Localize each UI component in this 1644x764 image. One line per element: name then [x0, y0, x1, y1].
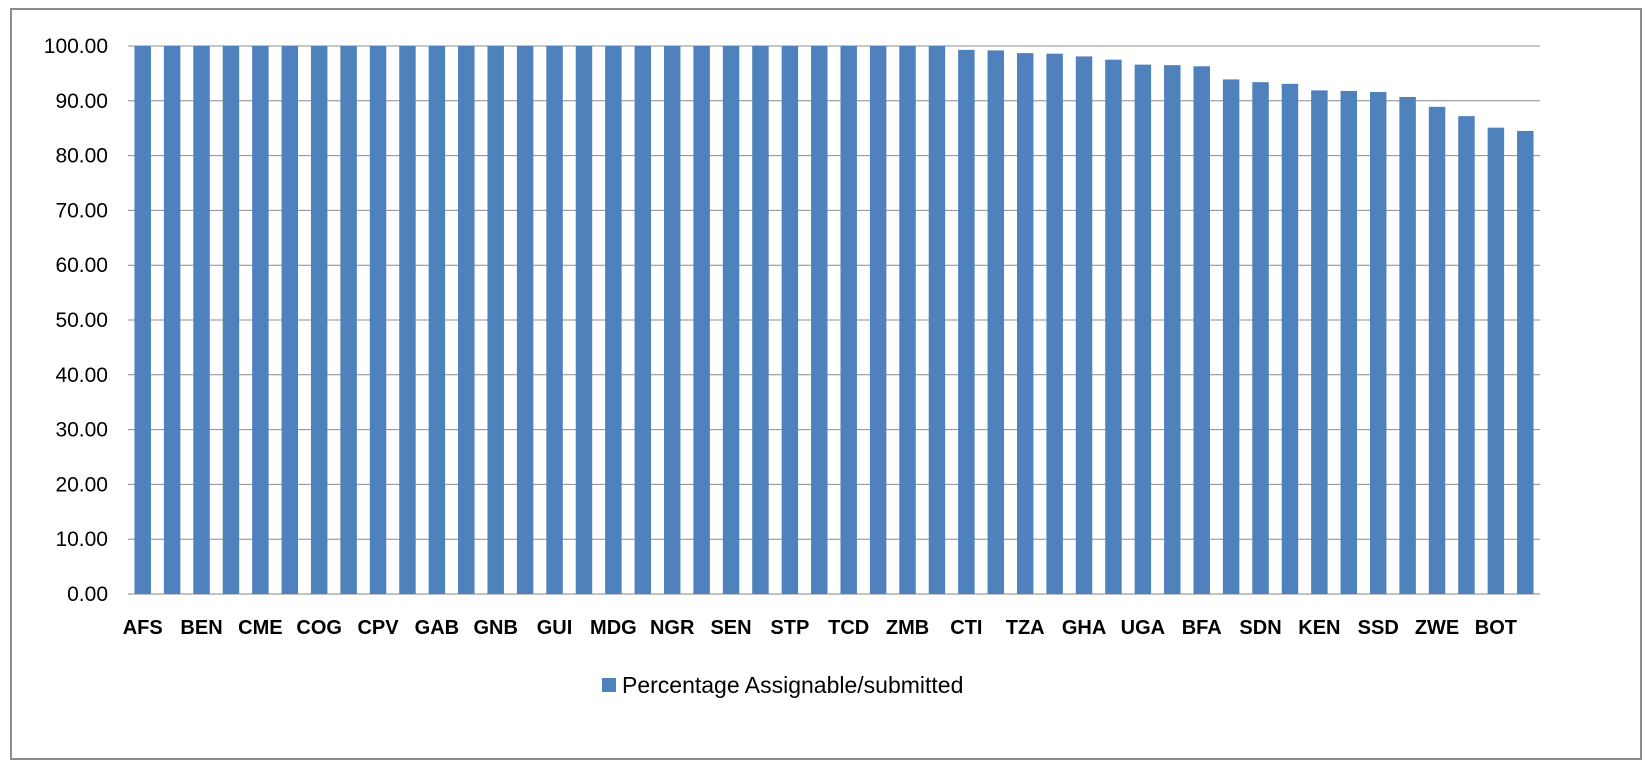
legend-swatch	[602, 678, 616, 692]
bar	[1193, 66, 1210, 594]
bar	[722, 46, 740, 594]
bar-chart: 0.00 10.00 20.00 30.00 40.00 50.00 60.00 70.00 8…	[44, 35, 1540, 698]
x-tick-label: TCD	[828, 617, 869, 639]
x-tick-label: GHA	[1062, 617, 1106, 639]
legend: Percentage Assignable/submitted	[602, 672, 963, 698]
y-tick-label: 70.00	[55, 199, 108, 222]
y-tick-label: 100.00	[44, 35, 108, 58]
bar	[546, 46, 563, 594]
x-tick-label: CPV	[357, 617, 399, 639]
bar	[663, 46, 681, 594]
bar	[134, 46, 151, 594]
x-tick-label: SEN	[710, 617, 751, 639]
y-axis-ticks: 0.00 10.00 20.00 30.00 40.00 50.00 60.00 70.00 8…	[44, 35, 108, 606]
bar	[163, 46, 181, 594]
bar	[781, 46, 799, 594]
bar	[428, 46, 446, 594]
x-tick-label: ZWE	[1415, 617, 1459, 639]
bar	[605, 46, 622, 594]
y-tick-label: 40.00	[55, 364, 108, 387]
x-tick-label: MDG	[590, 617, 637, 639]
bar	[1369, 92, 1387, 595]
bar	[193, 46, 210, 594]
bar	[1016, 53, 1034, 594]
x-tick-label: NGR	[650, 617, 695, 639]
bar	[1458, 116, 1475, 595]
x-tick-label: GNB	[473, 617, 517, 639]
bar	[1164, 65, 1181, 595]
x-tick-label: KEN	[1298, 617, 1340, 639]
x-tick-label: AFS	[123, 617, 163, 639]
x-tick-label: ZMB	[886, 617, 929, 639]
bar	[310, 46, 328, 594]
y-tick-label: 20.00	[55, 473, 108, 496]
x-tick-label: STP	[770, 617, 809, 639]
x-tick-label: SSD	[1358, 617, 1399, 639]
x-tick-label: CME	[238, 617, 282, 639]
bar	[899, 46, 916, 594]
bar	[1222, 79, 1240, 595]
bar	[399, 46, 416, 594]
bars	[134, 46, 1534, 595]
bar	[634, 46, 652, 594]
y-tick-label: 60.00	[55, 254, 108, 277]
bar	[1340, 90, 1358, 594]
bar	[1311, 90, 1328, 594]
y-tick-label: 90.00	[55, 90, 108, 113]
bar	[1252, 82, 1269, 594]
x-axis-ticks: AFS BEN CME COG CPV GAB GNB GUI MDG NGR SEN STP TCD Z…	[123, 617, 1517, 639]
bar	[281, 46, 299, 594]
bar	[1281, 83, 1299, 594]
bar	[252, 46, 269, 594]
bar	[487, 46, 504, 594]
bar	[958, 49, 975, 594]
legend-label: Percentage Assignable/submitted	[622, 672, 963, 698]
bar	[928, 46, 946, 594]
bar	[1487, 127, 1505, 594]
x-tick-label: COG	[296, 617, 342, 639]
bar	[516, 46, 534, 594]
y-tick-label: 10.00	[55, 528, 108, 551]
bar	[340, 46, 357, 594]
chart-frame: 0.00 10.00 20.00 30.00 40.00 50.00 60.00 70.00 8…	[10, 8, 1642, 760]
x-tick-label: BEN	[180, 617, 222, 639]
bar	[222, 46, 240, 594]
bar	[1134, 64, 1152, 594]
x-tick-label: SDN	[1239, 617, 1281, 639]
bar	[811, 46, 828, 594]
bar	[752, 46, 769, 594]
bar	[840, 46, 857, 594]
y-tick-label: 80.00	[55, 145, 108, 168]
bar	[575, 46, 593, 594]
x-tick-label: UGA	[1121, 617, 1165, 639]
bar	[1105, 59, 1122, 594]
y-tick-label: 30.00	[55, 419, 108, 442]
x-tick-label: CTI	[950, 617, 982, 639]
x-tick-label: GAB	[415, 617, 459, 639]
bar	[1428, 106, 1446, 594]
bar	[458, 46, 475, 594]
x-tick-label: TZA	[1006, 617, 1045, 639]
x-tick-label: BOT	[1475, 617, 1517, 639]
bar	[987, 50, 1005, 595]
x-tick-label: BFA	[1182, 617, 1222, 639]
y-tick-label: 50.00	[55, 309, 108, 332]
bar	[693, 46, 710, 594]
y-tick-label: 0.00	[67, 583, 108, 606]
bar	[1399, 96, 1416, 595]
x-tick-label: GUI	[537, 617, 573, 639]
bar	[869, 46, 887, 594]
bar	[1075, 56, 1093, 595]
gridlines	[128, 45, 1540, 595]
bar	[1046, 53, 1063, 595]
bar	[369, 46, 387, 594]
bar	[1517, 130, 1534, 594]
